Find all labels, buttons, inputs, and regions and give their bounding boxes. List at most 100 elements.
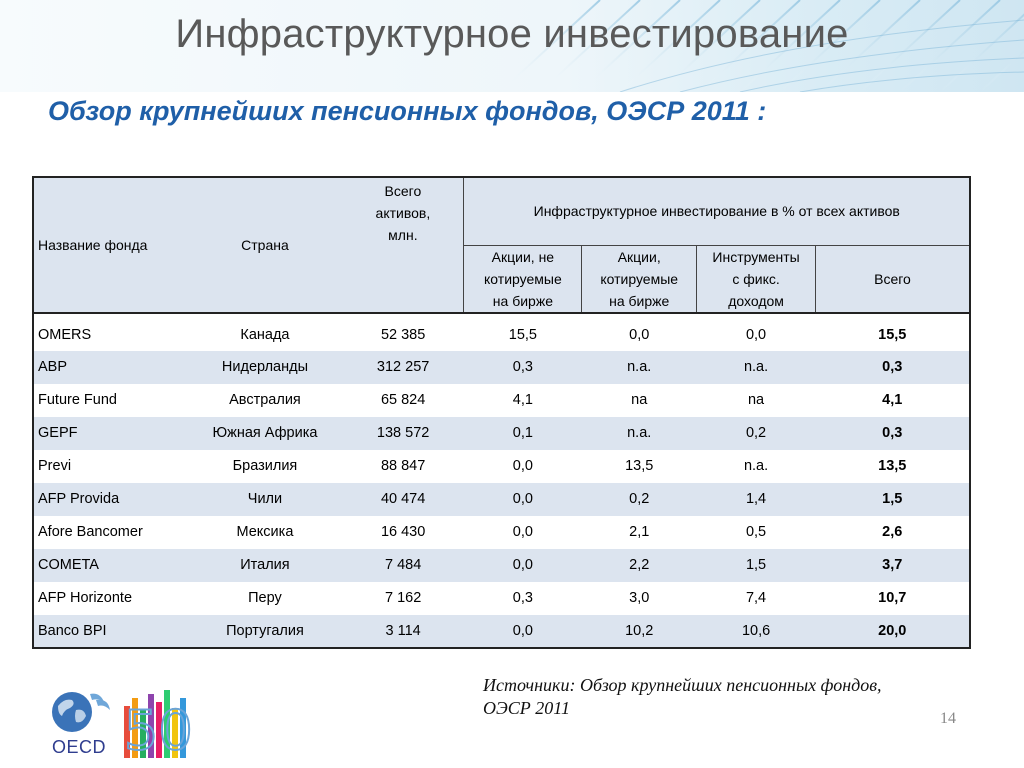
header-unlisted: Акции, не котируемые на бирже [463, 245, 582, 314]
cell-fixed: n.a. [696, 449, 816, 483]
cell-fund: ABP [33, 350, 188, 384]
oecd-logo [52, 690, 186, 758]
cell-total: 1,5 [815, 482, 970, 516]
cell-assets: 7 484 [342, 548, 464, 582]
header-fixed: Инструменты с фикс. доходом [696, 245, 816, 314]
header-assets-line1: Всего [384, 183, 422, 199]
cell-listed: 0,0 [581, 312, 697, 351]
cell-total: 10,7 [815, 581, 970, 615]
cell-listed: n.a. [581, 350, 697, 384]
header-unlisted-line1: Акции, не [491, 248, 555, 265]
cell-fund: Banco BPI [33, 614, 188, 648]
table-row: Afore Bancomer Мексика 16 430 0,0 2,1 0,… [33, 515, 970, 549]
cell-fixed: 0,2 [696, 416, 816, 450]
diagonal-stripes-decoration [499, 0, 1024, 92]
cell-unlisted: 0,0 [463, 515, 582, 549]
source-line-1: Источники: Обзор крупнейших пенсионных ф… [483, 675, 882, 695]
cell-total: 2,6 [815, 515, 970, 549]
cell-country: Чили [187, 482, 343, 516]
table-row: OMERS Канада 52 385 15,5 0,0 0,0 15,5 [33, 312, 970, 351]
slide-title: Инфраструктурное инвестирование [175, 12, 849, 56]
header-assets: Всего активов, млн. [342, 177, 464, 314]
header-fixed-line2: с фикс. [732, 270, 780, 287]
cell-country: Перу [187, 581, 343, 615]
header-assets-line3: млн. [388, 227, 418, 243]
table-row: AFP Horizonte Перу 7 162 0,3 3,0 7,4 10,… [33, 581, 970, 615]
cell-country: Южная Африка [187, 416, 343, 450]
header-fund: Название фонда [33, 177, 188, 314]
cell-assets: 88 847 [342, 449, 464, 483]
cell-listed: 0,2 [581, 482, 697, 516]
cell-total: 20,0 [815, 614, 970, 648]
cell-listed: na [581, 383, 697, 417]
cell-listed: 3,0 [581, 581, 697, 615]
header-country: Страна [187, 177, 343, 314]
cell-fixed: n.a. [696, 350, 816, 384]
cell-country: Канада [187, 312, 343, 351]
cell-assets: 312 257 [342, 350, 464, 384]
header-listed: Акции, котируемые на бирже [581, 245, 697, 314]
cell-assets: 52 385 [342, 312, 464, 351]
table-row: GEPF Южная Африка 138 572 0,1 n.a. 0,2 0… [33, 416, 970, 450]
header-fixed-line3: доходом [728, 292, 784, 309]
cell-fund: Afore Bancomer [33, 515, 188, 549]
source-note: Источники: Обзор крупнейших пенсионных ф… [483, 674, 1003, 720]
header-fixed-line1: Инструменты [712, 248, 800, 265]
cell-total: 0,3 [815, 350, 970, 384]
cell-fixed: 1,5 [696, 548, 816, 582]
cell-unlisted: 0,0 [463, 449, 582, 483]
cell-fixed: 1,4 [696, 482, 816, 516]
cell-fund: AFP Provida [33, 482, 188, 516]
cell-unlisted: 15,5 [463, 312, 582, 351]
cell-assets: 65 824 [342, 383, 464, 417]
table-row: Banco BPI Португалия 3 114 0,0 10,2 10,6… [33, 614, 970, 648]
cell-fund: OMERS [33, 312, 188, 351]
header-assets-line2: активов, [375, 205, 431, 221]
source-line-2: ОЭСР 2011 [483, 698, 570, 718]
header-unlisted-line2: котируемые [484, 270, 562, 287]
slide-subtitle: Обзор крупнейших пенсионных фондов, ОЭСР… [48, 96, 767, 126]
cell-listed: 2,2 [581, 548, 697, 582]
cell-total: 13,5 [815, 449, 970, 483]
cell-total: 4,1 [815, 383, 970, 417]
cell-fixed: 10,6 [696, 614, 816, 648]
cell-unlisted: 0,3 [463, 581, 582, 615]
cell-assets: 138 572 [342, 416, 464, 450]
cell-unlisted: 0,0 [463, 614, 582, 648]
page-number: 14 [940, 710, 956, 727]
table-row: Future Fund Австралия 65 824 4,1 na na 4… [33, 383, 970, 417]
cell-country: Австралия [187, 383, 343, 417]
cell-country: Бразилия [187, 449, 343, 483]
oecd-wordmark: OECD [52, 737, 107, 757]
table-row: AFP Provida Чили 40 474 0,0 0,2 1,4 1,5 [33, 482, 970, 516]
cell-country: Нидерланды [187, 350, 343, 384]
pension-funds-table: Название фонда Страна Всего активов, млн… [32, 176, 971, 649]
cell-country: Португалия [187, 614, 343, 648]
cell-assets: 16 430 [342, 515, 464, 549]
anniversary-number: 50 [123, 699, 194, 762]
table-row: Previ Бразилия 88 847 0,0 13,5 n.a. 13,5 [33, 449, 970, 483]
cell-fund: Previ [33, 449, 188, 483]
header-listed-line3: на бирже [609, 292, 670, 309]
table-row: ABP Нидерланды 312 257 0,3 n.a. n.a. 0,3 [33, 350, 970, 384]
cell-fund: GEPF [33, 416, 188, 450]
cell-fixed: 7,4 [696, 581, 816, 615]
cell-total: 0,3 [815, 416, 970, 450]
cell-unlisted: 0,0 [463, 482, 582, 516]
table-body: OMERS Канада 52 385 15,5 0,0 0,0 15,5 AB… [33, 312, 970, 648]
cell-fund: AFP Horizonte [33, 581, 188, 615]
cell-fund: COMETA [33, 548, 188, 582]
cell-assets: 7 162 [342, 581, 464, 615]
cell-listed: 13,5 [581, 449, 697, 483]
cell-country: Мексика [187, 515, 343, 549]
cell-total: 15,5 [815, 312, 970, 351]
header-total: Всего [814, 245, 970, 314]
header-unlisted-line3: на бирже [492, 292, 553, 309]
cell-fixed: 0,0 [696, 312, 816, 351]
header-decoration [0, 0, 1024, 92]
cell-country: Италия [187, 548, 343, 582]
header-infra: Инфраструктурное инвестирование в % от в… [463, 177, 970, 246]
cell-fixed: na [696, 383, 816, 417]
cell-total: 3,7 [815, 548, 970, 582]
cell-listed: 10,2 [581, 614, 697, 648]
